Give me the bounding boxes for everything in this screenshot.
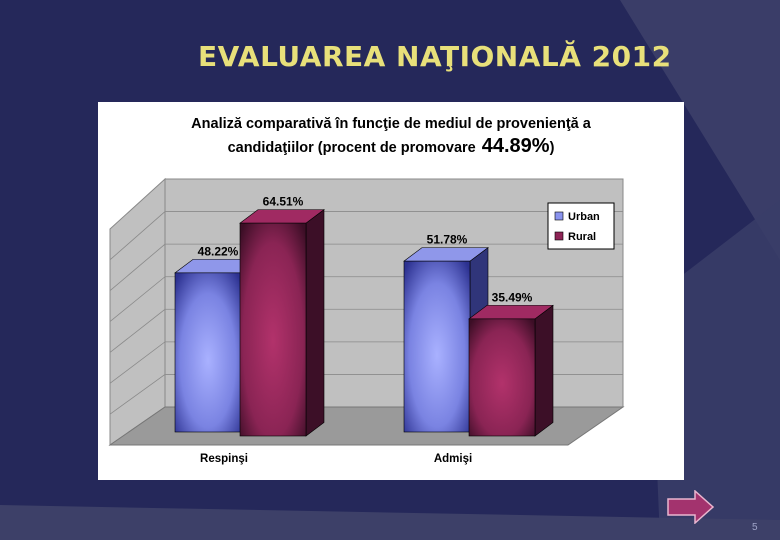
legend-label-urban: Urban [568, 211, 600, 223]
bars [174, 209, 554, 437]
bar-front [468, 318, 536, 437]
legend-swatch-urban [554, 211, 564, 221]
chart-title-line1: Analiză comparativă în funcţie de mediul… [191, 116, 592, 132]
data-label-urban-2: 51.78% [427, 233, 468, 247]
page-number: 5 [752, 522, 758, 533]
data-label-rural-1: 64.51% [263, 195, 304, 209]
gridline [109, 243, 623, 292]
bar-rural-1 [239, 209, 325, 437]
chart: Analiză comparativă în funcţie de mediul… [108, 116, 625, 465]
bar-side [534, 304, 554, 437]
bar-front [239, 222, 307, 437]
chart-panel: Analiză comparativă în funcţie de mediul… [98, 102, 684, 480]
category-label-2: Admişi [434, 453, 472, 465]
legend: Urban Rural [547, 202, 615, 250]
chart-title-line2: candidaţiilor (procent de promovare 44.89… [228, 135, 555, 157]
data-label-rural-2: 35.49% [492, 290, 533, 304]
bar-front [403, 260, 471, 433]
chart-title-highlight: 44.89% [482, 135, 550, 157]
bar-urban-1 [174, 258, 260, 433]
bar-side [305, 209, 325, 437]
bar-labels: 48.22% 64.51% 51.78% 35.49% [198, 195, 533, 305]
slide-title: EVALUAREA NAŢIONALĂ 2012 [198, 40, 672, 73]
bar-front [174, 272, 242, 433]
data-label-urban-1: 48.22% [198, 244, 239, 258]
legend-swatch-rural [554, 231, 564, 241]
gridline [109, 211, 623, 261]
next-slide-button[interactable] [666, 490, 716, 524]
chart-title-close: ) [550, 140, 555, 156]
legend-label-rural: Rural [568, 231, 596, 243]
arrow-right-icon [667, 490, 715, 524]
bar-rural-2 [468, 304, 554, 437]
category-labels: Respinşi Admişi [200, 453, 472, 465]
category-label-1: Respinşi [200, 453, 248, 465]
chart-title-line2-text: candidaţiilor (procent de promovare [228, 140, 476, 156]
